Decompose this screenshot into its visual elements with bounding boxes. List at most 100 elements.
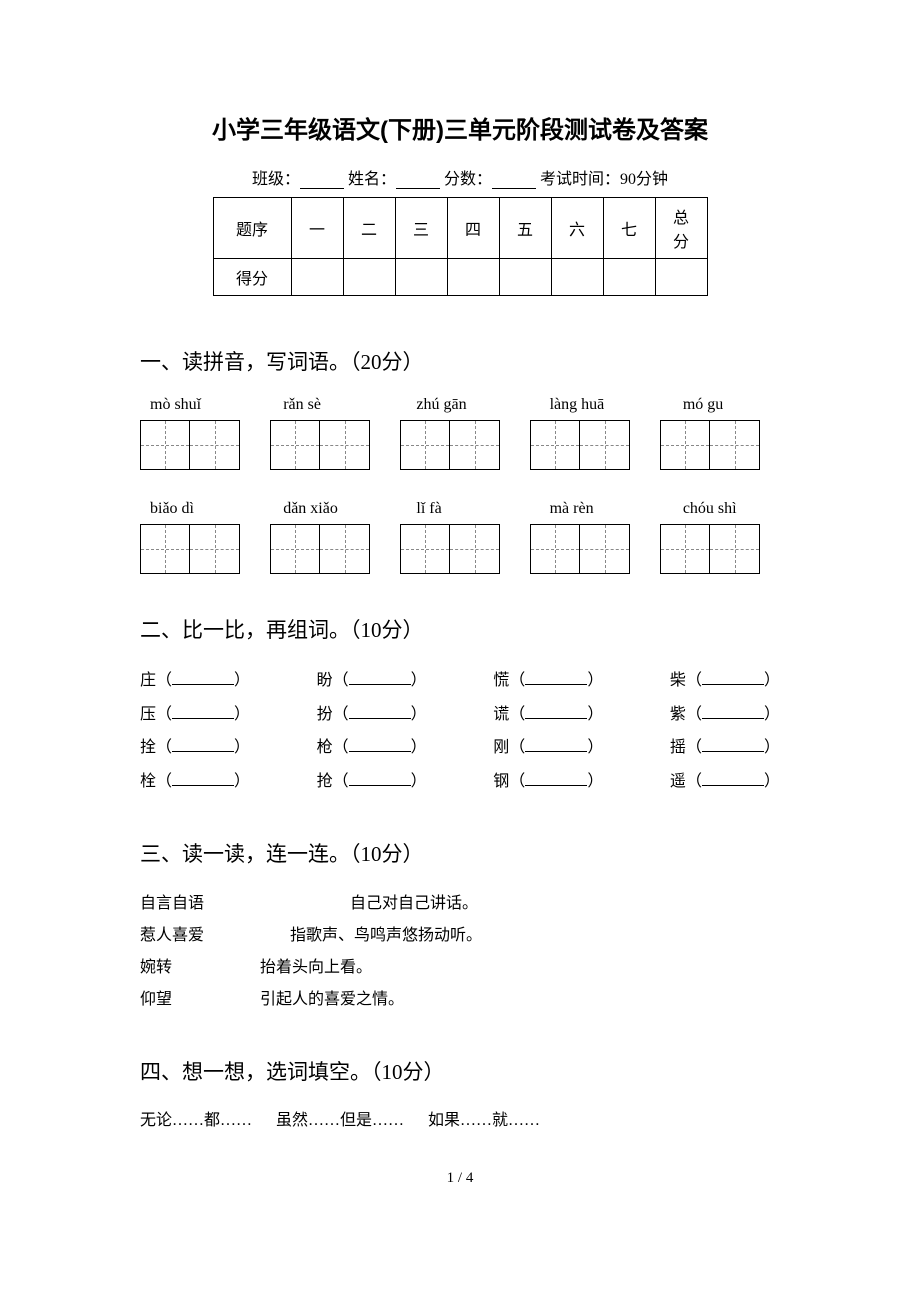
class-label: 班级： (252, 171, 300, 188)
class-blank[interactable] (300, 175, 344, 189)
q2-item: 扮（） (317, 698, 427, 732)
score-header-cell: 一 (291, 198, 343, 259)
char-box-pair[interactable] (530, 420, 630, 470)
match-right[interactable]: 自己对自己讲话。 (350, 888, 478, 920)
char-boxes-row-1 (140, 420, 780, 470)
answer-blank[interactable] (172, 671, 234, 685)
char-box-pair[interactable] (400, 524, 500, 574)
q2-row: 栓（） 抢（） 钢（） 遥（） (140, 765, 780, 799)
score-header-cell: 二 (343, 198, 395, 259)
char-box-pair[interactable] (140, 524, 240, 574)
answer-blank[interactable] (349, 772, 411, 786)
q2-item: 枪（） (317, 731, 427, 765)
name-label: 姓名： (348, 171, 396, 188)
char-box-pair[interactable] (530, 524, 630, 574)
answer-blank[interactable] (525, 671, 587, 685)
q2-item: 盼（） (317, 664, 427, 698)
match-right[interactable]: 抬着头向上看。 (260, 952, 372, 984)
score-header-cell: 五 (499, 198, 551, 259)
q2-item: 遥（） (670, 765, 780, 799)
q2-item: 庄（） (140, 664, 250, 698)
q2-item: 压（） (140, 698, 250, 732)
score-table-score-row: 得分 (213, 259, 707, 296)
q2-item: 钢（） (493, 765, 603, 799)
match-right[interactable]: 引起人的喜爱之情。 (260, 984, 404, 1016)
char-box-pair[interactable] (660, 524, 760, 574)
score-cell[interactable] (551, 259, 603, 296)
char-box-pair[interactable] (660, 420, 760, 470)
answer-blank[interactable] (349, 705, 411, 719)
score-header-cell: 题序 (213, 198, 291, 259)
score-cell[interactable] (395, 259, 447, 296)
choice-item: 无论……都…… (140, 1112, 252, 1129)
q2-row: 拴（） 枪（） 刚（） 摇（） (140, 731, 780, 765)
char-box-pair[interactable] (400, 420, 500, 470)
pinyin-label: zhú gān (416, 396, 513, 414)
pinyin-label: mò shuǐ (150, 396, 247, 414)
answer-blank[interactable] (702, 772, 764, 786)
score-header-cell: 四 (447, 198, 499, 259)
answer-blank[interactable] (702, 671, 764, 685)
char-box-pair[interactable] (140, 420, 240, 470)
score-row-label: 得分 (213, 259, 291, 296)
section4-heading: 四、想一想，选词填空。（10分） (140, 1056, 780, 1086)
score-label: 分数： (444, 171, 492, 188)
char-box-pair[interactable] (270, 524, 370, 574)
char-box-pair[interactable] (270, 420, 370, 470)
pinyin-label: biǎo dì (150, 500, 247, 518)
match-left[interactable]: 婉转 (140, 952, 260, 984)
pinyin-label: dǎn xiǎo (283, 500, 380, 518)
pinyin-label: mà rèn (550, 500, 647, 518)
q3-row: 仰望 引起人的喜爱之情。 (140, 984, 780, 1016)
q2-item: 紫（） (670, 698, 780, 732)
score-cell[interactable] (447, 259, 499, 296)
score-cell[interactable] (499, 259, 551, 296)
choice-item: 虽然……但是…… (276, 1112, 404, 1129)
section3-list: 自言自语 自己对自己讲话。 惹人喜爱 指歌声、鸟鸣声悠扬动听。 婉转 抬着头向上… (140, 888, 780, 1016)
q2-row: 庄（） 盼（） 慌（） 柴（） (140, 664, 780, 698)
score-header-cell: 六 (551, 198, 603, 259)
q2-item: 慌（） (493, 664, 603, 698)
match-left[interactable]: 惹人喜爱 (140, 920, 260, 952)
score-table-header-row: 题序 一 二 三 四 五 六 七 总分 (213, 198, 707, 259)
answer-blank[interactable] (349, 671, 411, 685)
answer-blank[interactable] (172, 772, 234, 786)
match-left[interactable]: 仰望 (140, 984, 260, 1016)
q3-row: 惹人喜爱 指歌声、鸟鸣声悠扬动听。 (140, 920, 780, 952)
answer-blank[interactable] (702, 705, 764, 719)
pinyin-row-2: biǎo dì dǎn xiǎo lǐ fà mà rèn chóu shì (150, 500, 780, 518)
section2-grid: 庄（） 盼（） 慌（） 柴（） 压（） 扮（） 谎（） 紫（） 拴（） 枪（） … (140, 664, 780, 798)
score-cell[interactable] (343, 259, 395, 296)
answer-blank[interactable] (172, 738, 234, 752)
q2-row: 压（） 扮（） 谎（） 紫（） (140, 698, 780, 732)
score-header-cell: 总分 (655, 198, 707, 259)
answer-blank[interactable] (349, 738, 411, 752)
q2-item: 抢（） (317, 765, 427, 799)
pinyin-label: lǐ fà (416, 500, 513, 518)
score-header-cell: 三 (395, 198, 447, 259)
answer-blank[interactable] (525, 738, 587, 752)
score-cell[interactable] (655, 259, 707, 296)
score-cell[interactable] (291, 259, 343, 296)
time-label: 考试时间：90分钟 (540, 171, 668, 188)
q2-item: 拴（） (140, 731, 250, 765)
answer-blank[interactable] (172, 705, 234, 719)
score-cell[interactable] (603, 259, 655, 296)
score-blank[interactable] (492, 175, 536, 189)
section2-heading: 二、比一比，再组词。（10分） (140, 614, 780, 644)
answer-blank[interactable] (525, 772, 587, 786)
char-boxes-row-2 (140, 524, 780, 574)
q3-row: 婉转 抬着头向上看。 (140, 952, 780, 984)
match-left[interactable]: 自言自语 (140, 888, 260, 920)
match-right[interactable]: 指歌声、鸟鸣声悠扬动听。 (290, 920, 482, 952)
pinyin-label: chóu shì (683, 500, 780, 518)
q3-row: 自言自语 自己对自己讲话。 (140, 888, 780, 920)
q2-item: 栓（） (140, 765, 250, 799)
name-blank[interactable] (396, 175, 440, 189)
score-header-cell: 七 (603, 198, 655, 259)
q2-item: 摇（） (670, 731, 780, 765)
pinyin-label: làng huā (550, 396, 647, 414)
answer-blank[interactable] (702, 738, 764, 752)
answer-blank[interactable] (525, 705, 587, 719)
q2-item: 柴（） (670, 664, 780, 698)
